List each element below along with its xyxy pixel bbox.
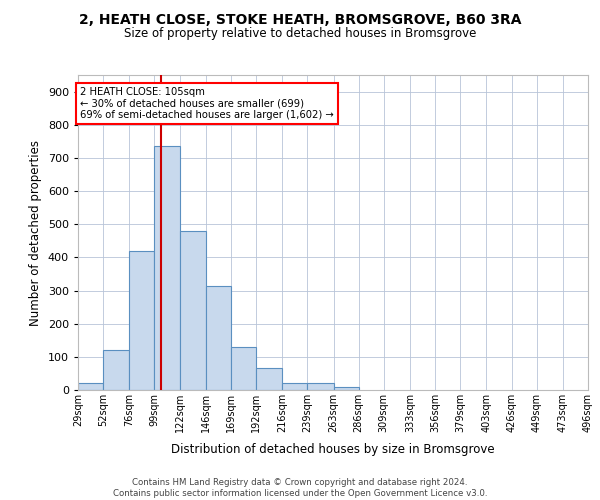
Bar	[206, 286, 231, 390]
Bar	[231, 347, 256, 390]
Text: 2, HEATH CLOSE, STOKE HEATH, BROMSGROVE, B60 3RA: 2, HEATH CLOSE, STOKE HEATH, BROMSGROVE,…	[79, 12, 521, 26]
Bar	[307, 384, 334, 390]
Text: Contains HM Land Registry data © Crown copyright and database right 2024.
Contai: Contains HM Land Registry data © Crown c…	[113, 478, 487, 498]
Bar	[179, 231, 206, 390]
Bar	[130, 250, 154, 390]
Bar	[282, 382, 307, 390]
Text: 2 HEATH CLOSE: 105sqm
← 30% of detached houses are smaller (699)
69% of semi-det: 2 HEATH CLOSE: 105sqm ← 30% of detached …	[80, 86, 334, 120]
Bar	[256, 368, 282, 390]
Text: Distribution of detached houses by size in Bromsgrove: Distribution of detached houses by size …	[171, 442, 495, 456]
Bar	[154, 146, 179, 390]
Bar	[103, 350, 130, 390]
Y-axis label: Number of detached properties: Number of detached properties	[29, 140, 42, 326]
Text: Size of property relative to detached houses in Bromsgrove: Size of property relative to detached ho…	[124, 28, 476, 40]
Bar	[78, 384, 103, 390]
Bar	[334, 386, 359, 390]
